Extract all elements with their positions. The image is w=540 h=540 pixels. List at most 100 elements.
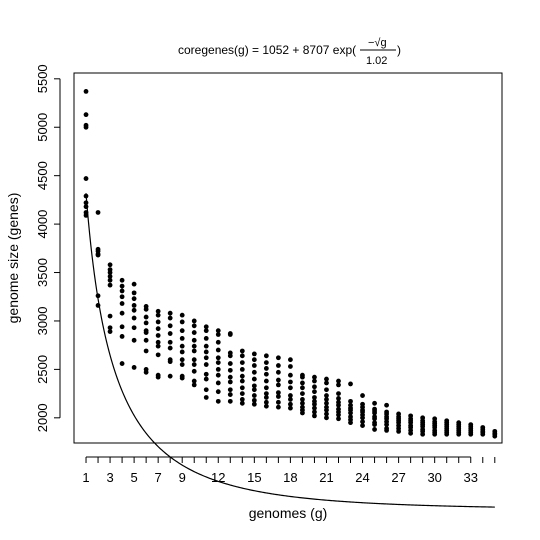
data-point bbox=[227, 374, 233, 380]
data-point bbox=[131, 290, 137, 296]
data-point bbox=[215, 398, 221, 404]
data-point bbox=[215, 339, 221, 345]
data-point bbox=[167, 323, 173, 329]
data-point bbox=[288, 364, 293, 369]
x-tick-label: 1 bbox=[82, 470, 89, 485]
y-tick-label: 2000 bbox=[35, 403, 50, 432]
data-point bbox=[215, 332, 221, 337]
data-point bbox=[227, 353, 233, 359]
data-point bbox=[143, 306, 149, 312]
data-point bbox=[263, 366, 269, 371]
data-point bbox=[227, 361, 233, 366]
data-point bbox=[143, 314, 149, 320]
data-point bbox=[155, 319, 161, 325]
data-point bbox=[83, 124, 89, 130]
x-axis: 1 3 5 7 9 12 15 18 21 24 27 30 33 bbox=[82, 456, 496, 485]
data-point bbox=[288, 397, 293, 402]
data-point bbox=[143, 337, 149, 343]
x-tick-label: 33 bbox=[464, 470, 478, 485]
data-point bbox=[263, 360, 269, 366]
data-points bbox=[83, 89, 498, 439]
data-point bbox=[179, 349, 185, 355]
data-point bbox=[143, 330, 149, 335]
data-point bbox=[312, 374, 317, 380]
x-tick-label: 15 bbox=[247, 470, 261, 485]
data-point bbox=[227, 392, 233, 397]
data-point bbox=[324, 407, 329, 413]
data-point bbox=[191, 323, 197, 329]
data-point bbox=[300, 397, 305, 402]
data-point bbox=[275, 399, 281, 405]
data-point bbox=[155, 326, 161, 332]
data-point bbox=[360, 419, 365, 425]
data-point bbox=[251, 393, 257, 398]
data-point bbox=[468, 431, 474, 437]
y-tick-label: 2500 bbox=[35, 355, 50, 384]
data-point bbox=[119, 288, 125, 294]
plot-frame bbox=[73, 72, 503, 444]
data-point bbox=[143, 348, 149, 354]
data-point bbox=[288, 401, 293, 407]
data-point bbox=[227, 398, 233, 404]
data-point bbox=[263, 399, 269, 405]
data-point bbox=[239, 391, 245, 397]
data-point bbox=[372, 410, 377, 416]
data-point bbox=[324, 376, 329, 382]
data-point bbox=[131, 315, 137, 321]
data-point bbox=[432, 431, 438, 437]
data-point bbox=[179, 375, 185, 381]
data-point bbox=[300, 380, 305, 386]
data-point bbox=[384, 402, 389, 408]
data-point bbox=[119, 310, 125, 316]
y-tick-label: 4500 bbox=[35, 161, 50, 190]
data-point bbox=[312, 409, 317, 415]
data-point bbox=[155, 312, 161, 318]
y-tick-label: 5000 bbox=[35, 113, 50, 142]
data-point bbox=[239, 385, 245, 391]
data-point bbox=[155, 352, 161, 358]
data-point bbox=[312, 401, 317, 407]
data-point bbox=[384, 422, 389, 427]
data-point bbox=[336, 396, 341, 401]
data-point bbox=[215, 389, 221, 395]
data-point bbox=[251, 387, 257, 393]
data-point bbox=[251, 351, 257, 357]
data-point bbox=[155, 343, 161, 349]
data-point bbox=[275, 369, 281, 375]
data-point bbox=[288, 385, 293, 391]
data-point bbox=[83, 112, 89, 118]
title-lhs: coregenes(g) = 1052 + 8707 exp( bbox=[178, 43, 356, 57]
data-point bbox=[263, 395, 269, 400]
data-point bbox=[300, 391, 305, 397]
data-point bbox=[107, 325, 113, 331]
data-point bbox=[348, 398, 353, 404]
data-point bbox=[107, 329, 113, 335]
data-point bbox=[336, 412, 341, 418]
data-point bbox=[372, 422, 377, 427]
data-point bbox=[167, 315, 173, 321]
data-point bbox=[348, 381, 353, 387]
data-point bbox=[131, 307, 137, 313]
data-point bbox=[336, 402, 341, 408]
data-point bbox=[191, 378, 197, 384]
data-point bbox=[215, 328, 221, 334]
data-point bbox=[227, 387, 233, 393]
data-point bbox=[107, 282, 113, 288]
data-point bbox=[107, 262, 113, 268]
data-point bbox=[191, 357, 197, 363]
data-point bbox=[179, 328, 185, 334]
data-point bbox=[155, 339, 161, 345]
data-point bbox=[203, 343, 209, 349]
data-point bbox=[372, 400, 377, 406]
data-point bbox=[155, 333, 161, 338]
data-point bbox=[275, 355, 281, 361]
y-tick-label: 3500 bbox=[35, 258, 50, 287]
x-tick-label: 7 bbox=[155, 470, 162, 485]
data-point bbox=[215, 360, 221, 366]
data-point bbox=[324, 411, 329, 417]
data-point bbox=[444, 431, 450, 437]
data-point bbox=[336, 391, 341, 397]
data-point bbox=[312, 413, 317, 419]
y-axis: 2000 2500 3000 3500 4000 4500 5000 5500 bbox=[35, 64, 61, 432]
